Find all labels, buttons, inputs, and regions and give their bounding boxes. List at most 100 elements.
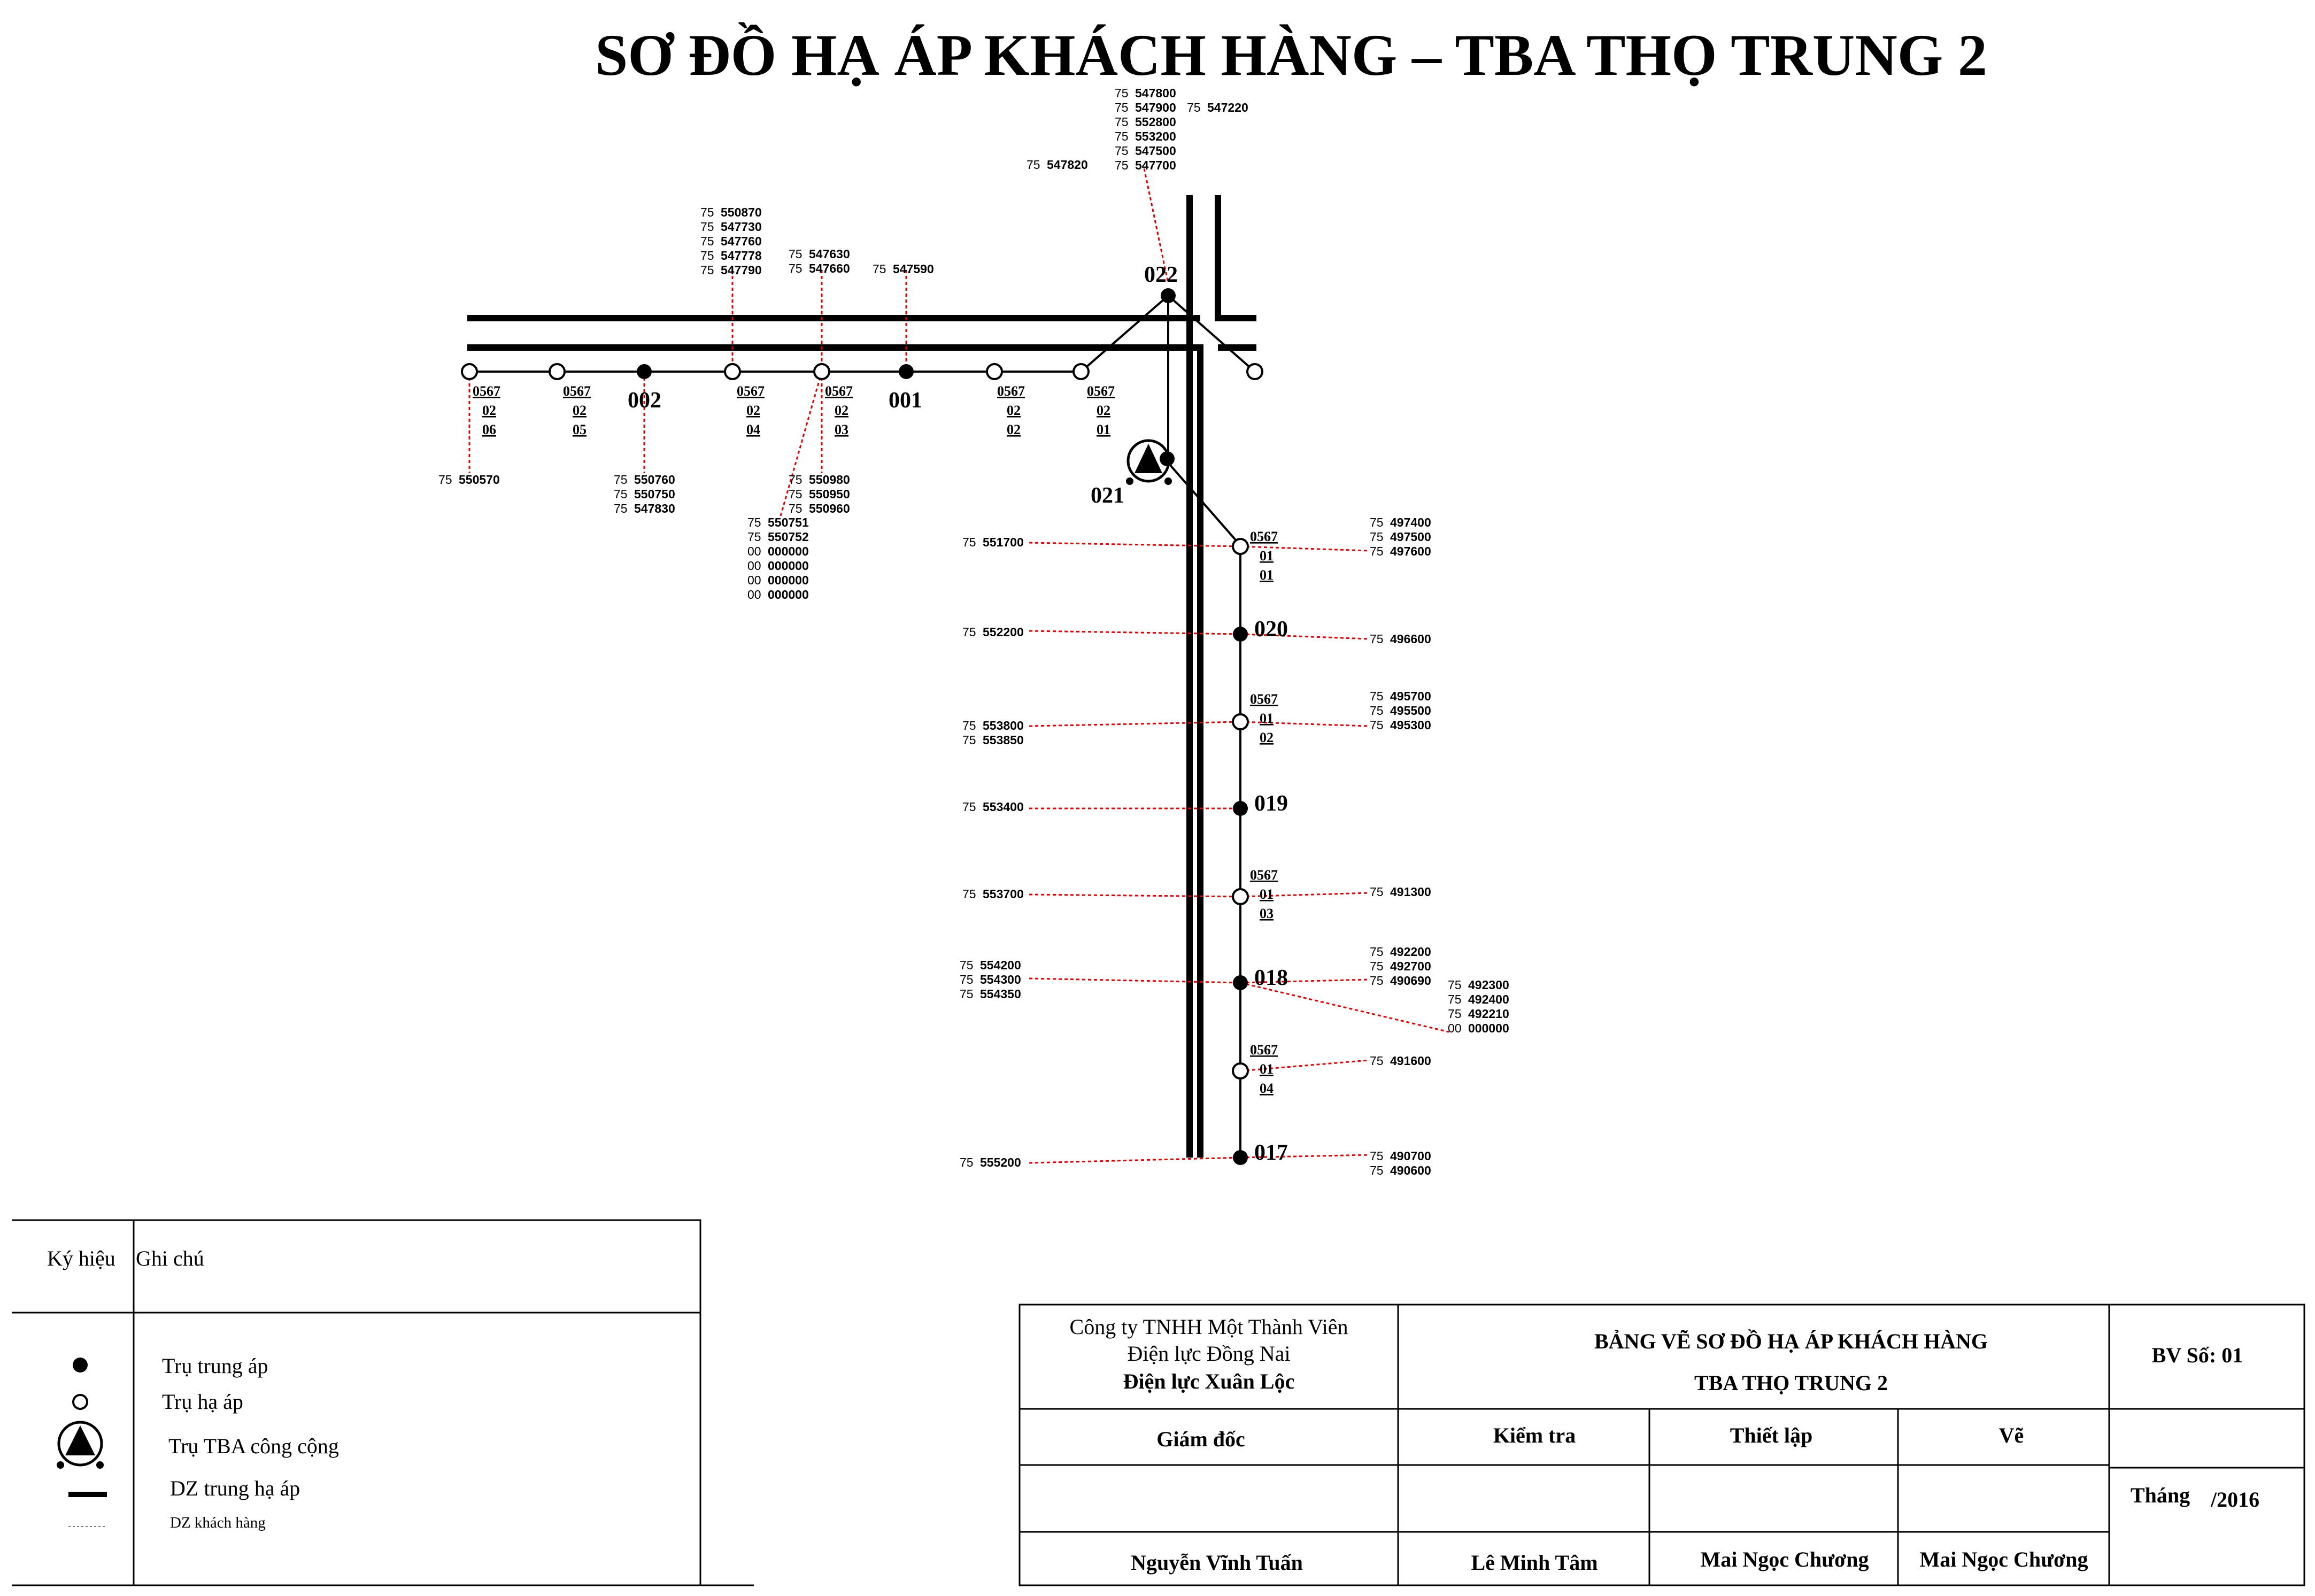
- customer-group: 75 491600: [1370, 1054, 1431, 1068]
- customer-group: 75 552200: [962, 625, 1024, 639]
- mv-pole-019: [1233, 801, 1248, 816]
- customer-prefix: 75: [1370, 1163, 1384, 1177]
- svg-text:04: 04: [746, 422, 760, 437]
- lv-code-020201: 0567 02 01: [1087, 383, 1115, 437]
- transformer-foot-left: [1126, 477, 1133, 485]
- mv-pole-labels: 022 021 002 001 020 019 018 017: [628, 263, 1288, 1165]
- customer-group: 75 547820: [1027, 158, 1088, 172]
- customer-prefix: 75: [1027, 158, 1040, 172]
- customer-id: 550760: [634, 473, 675, 487]
- role-setup: Thiết lập: [1730, 1423, 1812, 1447]
- label-022: 022: [1144, 263, 1178, 287]
- company-line-2: Điện lực Đồng Nai: [1128, 1341, 1291, 1366]
- lv-pole-010103: [1232, 888, 1249, 905]
- mv-pole-018: [1233, 975, 1248, 990]
- lv-pole-020202: [986, 363, 1003, 380]
- customer-prefix: 75: [960, 1155, 974, 1169]
- link-490700: [1240, 1154, 1369, 1159]
- role-draw: Vẽ: [1999, 1423, 2024, 1447]
- customer-prefix: 75: [1115, 115, 1129, 129]
- customer-prefix: 75: [700, 220, 714, 234]
- customer-id: 547820: [1047, 158, 1088, 172]
- lv-pole-codes: 0567 02 06 0567 02 05 0567 02 04 0567 02…: [473, 383, 1278, 1096]
- mv-pole-002: [637, 364, 652, 379]
- label-017: 017: [1254, 1140, 1288, 1165]
- page-title: SƠ ĐỒ HẠ ÁP KHÁCH HÀNG – TBA THỌ TRUNG 2: [595, 22, 1987, 88]
- lv-line-021-down: [1164, 459, 1241, 546]
- legend-label-line: DZ trung hạ áp: [170, 1476, 300, 1500]
- customer-id: 551700: [983, 535, 1024, 549]
- lv-line-branch-022-left: [1080, 295, 1169, 373]
- svg-text:0567: 0567: [1250, 529, 1278, 544]
- customer-id: 000000: [768, 573, 809, 587]
- svg-text:0567: 0567: [1250, 1042, 1278, 1058]
- customer-id: 550960: [809, 502, 850, 515]
- customer-group: 75 547630 75 547660: [789, 247, 850, 275]
- lv-pole-010101: [1232, 538, 1249, 555]
- lv-line-branch-022-right: [1167, 295, 1256, 373]
- link-491300: [1240, 892, 1369, 898]
- customer-id: 496600: [1390, 632, 1431, 646]
- year-label: /2016: [2210, 1487, 2259, 1512]
- transformer-icon: [57, 1421, 104, 1469]
- svg-text:04: 04: [1260, 1081, 1274, 1096]
- mv-lines: [467, 195, 1256, 1158]
- customer-prefix: 75: [1370, 1149, 1384, 1163]
- customer-id: 000000: [768, 544, 809, 558]
- customer-prefix: 00: [747, 573, 761, 587]
- customer-group: 75 554200 75 554300 75 554350: [960, 958, 1021, 1001]
- customer-id: 550751: [768, 515, 809, 529]
- customer-group: 75 553800 75 553850: [962, 719, 1024, 747]
- customer-prefix: 75: [962, 887, 976, 901]
- customer-prefix: 75: [700, 234, 714, 248]
- drawing-title-line-2: TBA THỌ TRUNG 2: [1694, 1371, 1888, 1395]
- customer-prefix: 75: [700, 249, 714, 263]
- customer-id: 547630: [809, 247, 850, 261]
- customer-group: 75 550760 75 550750 75 547830: [614, 473, 675, 515]
- customer-group: 75 553400: [962, 800, 1024, 814]
- customer-links: [468, 168, 1449, 1164]
- link-492200: [1240, 978, 1369, 984]
- svg-text:0567: 0567: [1250, 691, 1278, 707]
- lv-pole-end: [1246, 363, 1263, 380]
- link-555200: [1029, 1156, 1241, 1164]
- svg-text:02: 02: [1097, 403, 1110, 418]
- customer-id: 547900: [1135, 101, 1176, 114]
- label-001: 001: [889, 388, 922, 413]
- customer-id: 492210: [1468, 1007, 1509, 1021]
- customer-prefix: 75: [962, 535, 976, 549]
- customer-group: 75 547590: [873, 262, 934, 276]
- link-554200: [1029, 977, 1241, 984]
- customer-id: 492400: [1468, 992, 1509, 1006]
- link-top-group: [1143, 168, 1169, 284]
- customer-id: 547220: [1207, 101, 1248, 114]
- customer-prefix: 75: [700, 205, 714, 219]
- customer-prefix: 75: [614, 473, 628, 487]
- name-setup: Mai Ngọc Chương: [1700, 1547, 1869, 1571]
- lv-lines: [469, 295, 1256, 1158]
- customer-id: 497400: [1390, 515, 1431, 529]
- customer-id: 552200: [983, 625, 1024, 639]
- customer-id: 547790: [721, 263, 762, 277]
- label-002: 002: [628, 388, 661, 413]
- hollow-circle-icon: [72, 1394, 88, 1410]
- customer-id: 547800: [1135, 86, 1176, 100]
- customer-id: 554200: [980, 958, 1021, 972]
- transformer-triangle: [1135, 444, 1162, 473]
- svg-text:02: 02: [482, 403, 496, 418]
- lv-code-020202: 0567 02 02: [997, 383, 1025, 437]
- customer-prefix: 00: [1448, 1021, 1462, 1035]
- customer-id: 552800: [1135, 115, 1176, 129]
- lv-pole-020203: [813, 363, 830, 380]
- svg-text:02: 02: [746, 403, 760, 418]
- customer-prefix: 75: [960, 958, 974, 972]
- customer-prefix: 75: [1115, 86, 1129, 100]
- lv-pole-020201: [1072, 363, 1090, 380]
- transformer-icon: [1126, 439, 1175, 485]
- lv-code-020203: 0567 02 03: [825, 383, 853, 437]
- customer-prefix: 75: [1448, 1007, 1462, 1021]
- customer-group: 75 495700 75 495500 75 495300: [1370, 689, 1431, 732]
- customer-id: 490700: [1390, 1149, 1431, 1163]
- mv-line-lower: [467, 344, 1203, 1158]
